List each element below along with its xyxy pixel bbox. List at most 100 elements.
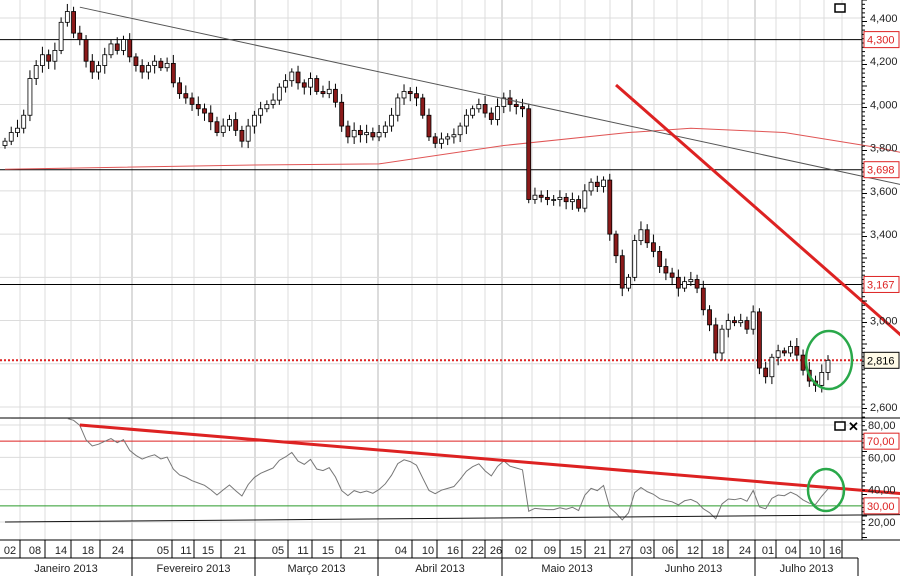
candle: [83, 35, 89, 68]
candle-body: [563, 196, 569, 203]
candle-body: [108, 43, 114, 56]
last-price-label: 2,816: [867, 355, 895, 367]
candle: [2, 137, 8, 149]
day-label: 02: [515, 545, 527, 557]
day-label: 15: [322, 545, 334, 557]
candle-body: [744, 320, 750, 330]
candle: [114, 37, 120, 55]
rsi-tick-label: 40,00: [868, 485, 896, 497]
candle-body: [208, 112, 214, 123]
candle-body: [127, 39, 133, 58]
candle: [64, 3, 70, 27]
day-label: 03: [640, 545, 652, 557]
candle: [719, 324, 725, 361]
candle: [339, 94, 345, 132]
candle-body: [139, 65, 145, 73]
candle: [414, 86, 419, 107]
day-label: 06: [662, 545, 674, 557]
candle: [71, 6, 76, 39]
candle-body: [414, 93, 419, 99]
candle-body: [376, 132, 382, 138]
candle-body: [588, 181, 594, 192]
candle-body: [476, 104, 482, 110]
day-label: 08: [29, 545, 41, 557]
candle: [308, 72, 313, 96]
candle: [164, 57, 170, 72]
candle: [651, 234, 656, 258]
day-label: 12: [687, 545, 699, 557]
candle-body: [214, 121, 220, 133]
day-label: 11: [297, 545, 308, 557]
candle-body: [227, 119, 232, 127]
month-label: Janeiro 2013: [34, 563, 98, 575]
candle: [108, 39, 114, 59]
candle-body: [800, 354, 806, 371]
level-label-box: [863, 275, 900, 293]
candle: [152, 55, 158, 74]
candle: [800, 349, 806, 376]
candle: [33, 60, 39, 85]
candle-body: [52, 50, 58, 62]
candle: [227, 114, 232, 132]
candle: [27, 70, 33, 122]
candle: [763, 361, 769, 384]
candle-body: [401, 91, 407, 99]
y-tick-label: 4,000: [870, 99, 898, 111]
candle-body: [333, 88, 338, 103]
candle-body: [96, 65, 101, 73]
candle: [133, 53, 139, 72]
candle-body: [657, 250, 663, 267]
day-label: 26: [490, 545, 502, 557]
candle-body: [239, 129, 245, 142]
candle-body: [582, 190, 588, 209]
y-tick-label: 3,400: [870, 229, 898, 241]
candle-body: [420, 97, 426, 116]
day-label: 21: [594, 545, 606, 557]
candle-body: [58, 21, 64, 51]
candle-body: [675, 276, 681, 289]
candle-body: [15, 127, 20, 133]
candle: [389, 107, 394, 132]
close-icon[interactable]: ✕: [848, 419, 859, 434]
candle: [738, 313, 744, 327]
y-tick-label: 4,200: [870, 56, 898, 68]
candle-body: [781, 350, 787, 354]
maximize-icon[interactable]: [834, 421, 846, 431]
candle: [345, 120, 351, 144]
candle-body: [613, 233, 619, 257]
month-label: Fevereiro 2013: [157, 563, 231, 575]
maximize-icon[interactable]: [834, 3, 846, 13]
candle: [613, 230, 619, 264]
candle-body: [432, 136, 438, 144]
candle-body: [669, 272, 675, 278]
candle-body: [526, 108, 532, 200]
price-trendline: [79, 6, 900, 185]
candle: [251, 110, 257, 134]
candle: [495, 98, 500, 126]
candle-body: [638, 229, 644, 241]
candle-body: [351, 129, 357, 138]
candle: [451, 128, 457, 144]
day-label: 24: [112, 545, 124, 557]
candle: [520, 98, 525, 118]
candle-body: [83, 39, 89, 62]
candle: [700, 280, 706, 316]
month-label: Maio 2013: [541, 563, 592, 575]
candle-body: [164, 62, 170, 69]
candle: [757, 308, 762, 375]
candle: [357, 125, 363, 143]
candle: [657, 245, 663, 273]
candle-body: [71, 11, 76, 34]
candle-body: [682, 281, 687, 289]
candle: [301, 79, 307, 95]
candle-body: [713, 324, 719, 354]
candle-body: [40, 54, 45, 66]
candle-body: [264, 104, 270, 110]
candle-body: [501, 97, 507, 108]
candle: [488, 107, 494, 125]
y-tick-label: 4,400: [870, 13, 898, 25]
candle-body: [258, 108, 264, 116]
candle-body: [750, 311, 756, 330]
candle-body: [308, 78, 313, 88]
